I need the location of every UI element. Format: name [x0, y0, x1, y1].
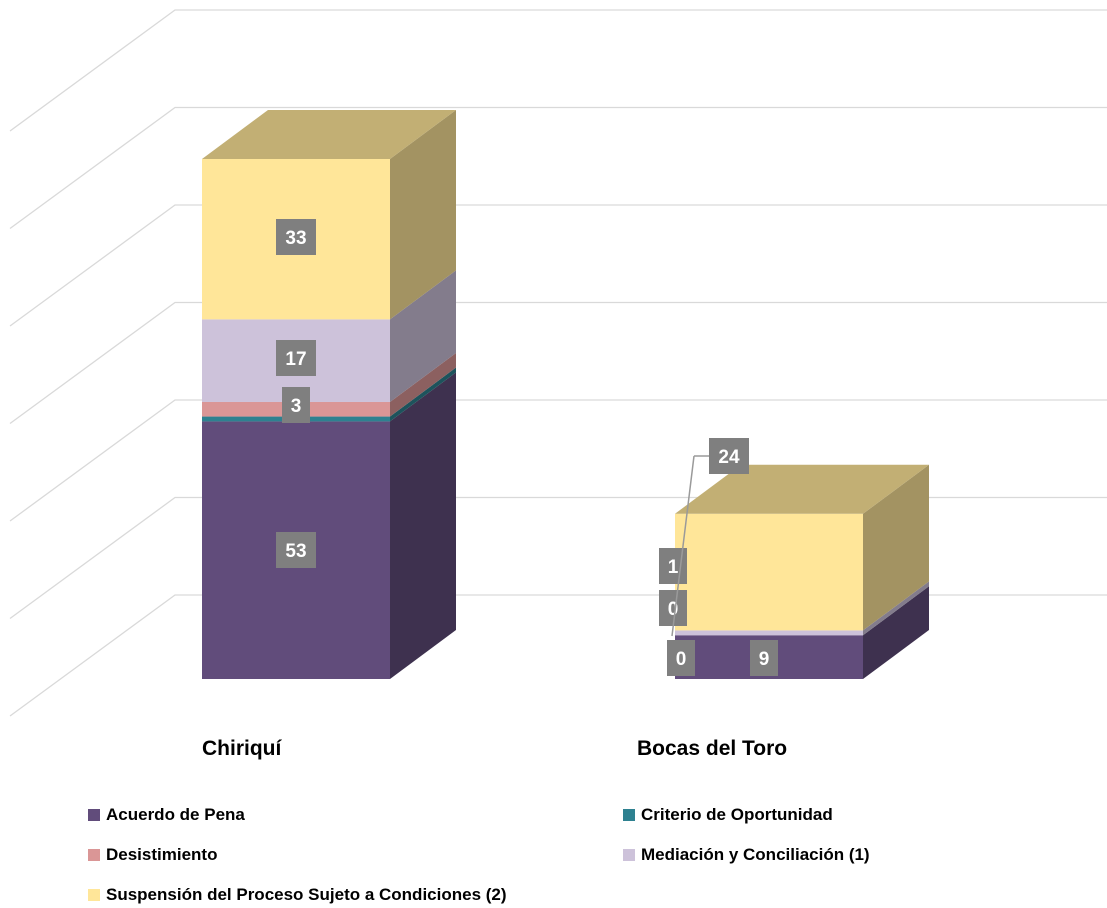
legend-label: Mediación y Conciliación (1): [641, 845, 870, 864]
legend-label: Acuerdo de Pena: [106, 805, 245, 824]
category-label: Chiriquí: [202, 737, 282, 760]
bar-side-face: [390, 352, 456, 417]
gridline: [9, 594, 1107, 717]
chart-gridlines: [9, 9, 1107, 717]
data-label: 53: [285, 541, 306, 562]
legend-item: Mediación y Conciliación (1): [623, 845, 870, 865]
gridline: [9, 496, 1107, 620]
data-label-box: [659, 590, 687, 626]
data-label: 3: [291, 396, 302, 417]
gridline: [9, 399, 1107, 522]
data-label: 0: [676, 649, 687, 670]
data-label-box: [276, 219, 316, 255]
data-label: 33: [285, 228, 306, 249]
legend-swatch: [88, 849, 100, 861]
legend-label: Criterio de Oportunidad: [641, 805, 833, 824]
data-label: 17: [285, 349, 306, 370]
data-label-box: [276, 532, 316, 568]
bar-side-face: [863, 464, 929, 631]
stacked-3d-bar-chart: 53 3 17 33 9 0 0 1 24: [9, 9, 1107, 717]
legend-item: Criterio de Oportunidad: [623, 805, 833, 825]
legend-swatch: [88, 809, 100, 821]
bar-segment: [675, 513, 863, 631]
gridline: [9, 9, 1107, 132]
data-label: 24: [718, 447, 740, 468]
bar-segment: [675, 630, 863, 636]
legend-swatch: [88, 889, 100, 901]
data-label-box: [282, 387, 310, 423]
bar-side-face: [390, 270, 456, 402]
legend-item: Acuerdo de Pena: [88, 805, 245, 825]
gridline: [9, 301, 1107, 425]
data-label-box: [709, 438, 749, 474]
leader-line: [671, 455, 709, 637]
legend-label: Desistimiento: [106, 845, 218, 864]
bar-side-face: [390, 367, 456, 422]
legend-label: Suspensión del Proceso Sujeto a Condicio…: [106, 885, 507, 904]
bar-top-face: [675, 464, 929, 514]
chart-bars: [202, 109, 929, 679]
data-label-box: [750, 640, 778, 676]
legend-swatch: [623, 849, 635, 861]
data-label: 9: [759, 649, 770, 670]
chart-data-labels: 53 3 17 33 9 0 0 1 24: [276, 219, 778, 676]
data-label: 0: [668, 599, 679, 620]
bar-top-face: [202, 109, 456, 159]
gridline: [9, 204, 1107, 327]
bar-side-face: [390, 372, 456, 679]
legend-item: Desistimiento: [88, 845, 217, 865]
bar-side-face: [863, 581, 929, 636]
legend-item: Suspensión del Proceso Sujeto a Condicio…: [88, 885, 507, 905]
data-label-box: [276, 340, 316, 376]
legend-swatch: [623, 809, 635, 821]
gridline: [9, 106, 1107, 230]
bar-side-face: [863, 586, 929, 679]
data-label: 1: [668, 557, 679, 578]
category-label: Bocas del Toro: [637, 737, 788, 760]
bar-side-face: [390, 109, 456, 320]
data-label-box: [667, 640, 695, 676]
